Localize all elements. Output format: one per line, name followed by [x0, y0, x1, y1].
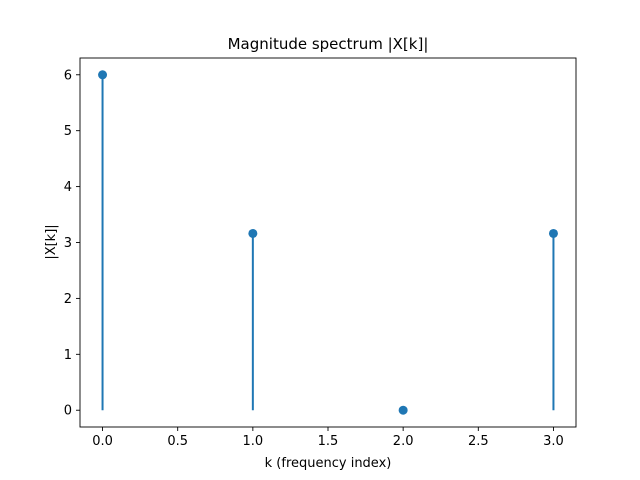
- y-axis-ticks: 0 1 2 3 4 5 6: [64, 68, 80, 419]
- plot-area: [79, 57, 577, 428]
- x-axis-ticks: 0.0 0.5 1.0 1.5 2.0 2.5 3.0: [92, 427, 564, 449]
- y-tick-label: 5: [64, 124, 72, 139]
- x-tick-label: 1.5: [318, 434, 339, 449]
- stem-series: [98, 70, 558, 415]
- stem-marker: [548, 228, 558, 238]
- plot-frame: [79, 57, 577, 428]
- stem-marker: [398, 405, 408, 415]
- x-tick-label: 0.0: [92, 434, 113, 449]
- y-axis-label: |X[k]|: [44, 224, 59, 259]
- y-tick-label: 0: [64, 404, 72, 419]
- y-tick-label: 4: [64, 180, 72, 195]
- x-tick-label: 3.0: [543, 434, 564, 449]
- y-tick-label: 3: [64, 236, 72, 251]
- y-tick-label: 1: [64, 348, 72, 363]
- y-tick-label: 6: [64, 68, 72, 83]
- stem-marker: [248, 228, 258, 238]
- y-tick-label: 2: [64, 292, 72, 307]
- x-tick-label: 0.5: [167, 434, 188, 449]
- x-tick-label: 2.5: [468, 434, 489, 449]
- x-tick-label: 1.0: [243, 434, 264, 449]
- x-tick-label: 2.0: [393, 434, 414, 449]
- stem-marker: [98, 70, 108, 80]
- chart-title: Magnitude spectrum |X[k]|: [228, 35, 429, 53]
- x-axis-label: k (frequency index): [265, 456, 392, 471]
